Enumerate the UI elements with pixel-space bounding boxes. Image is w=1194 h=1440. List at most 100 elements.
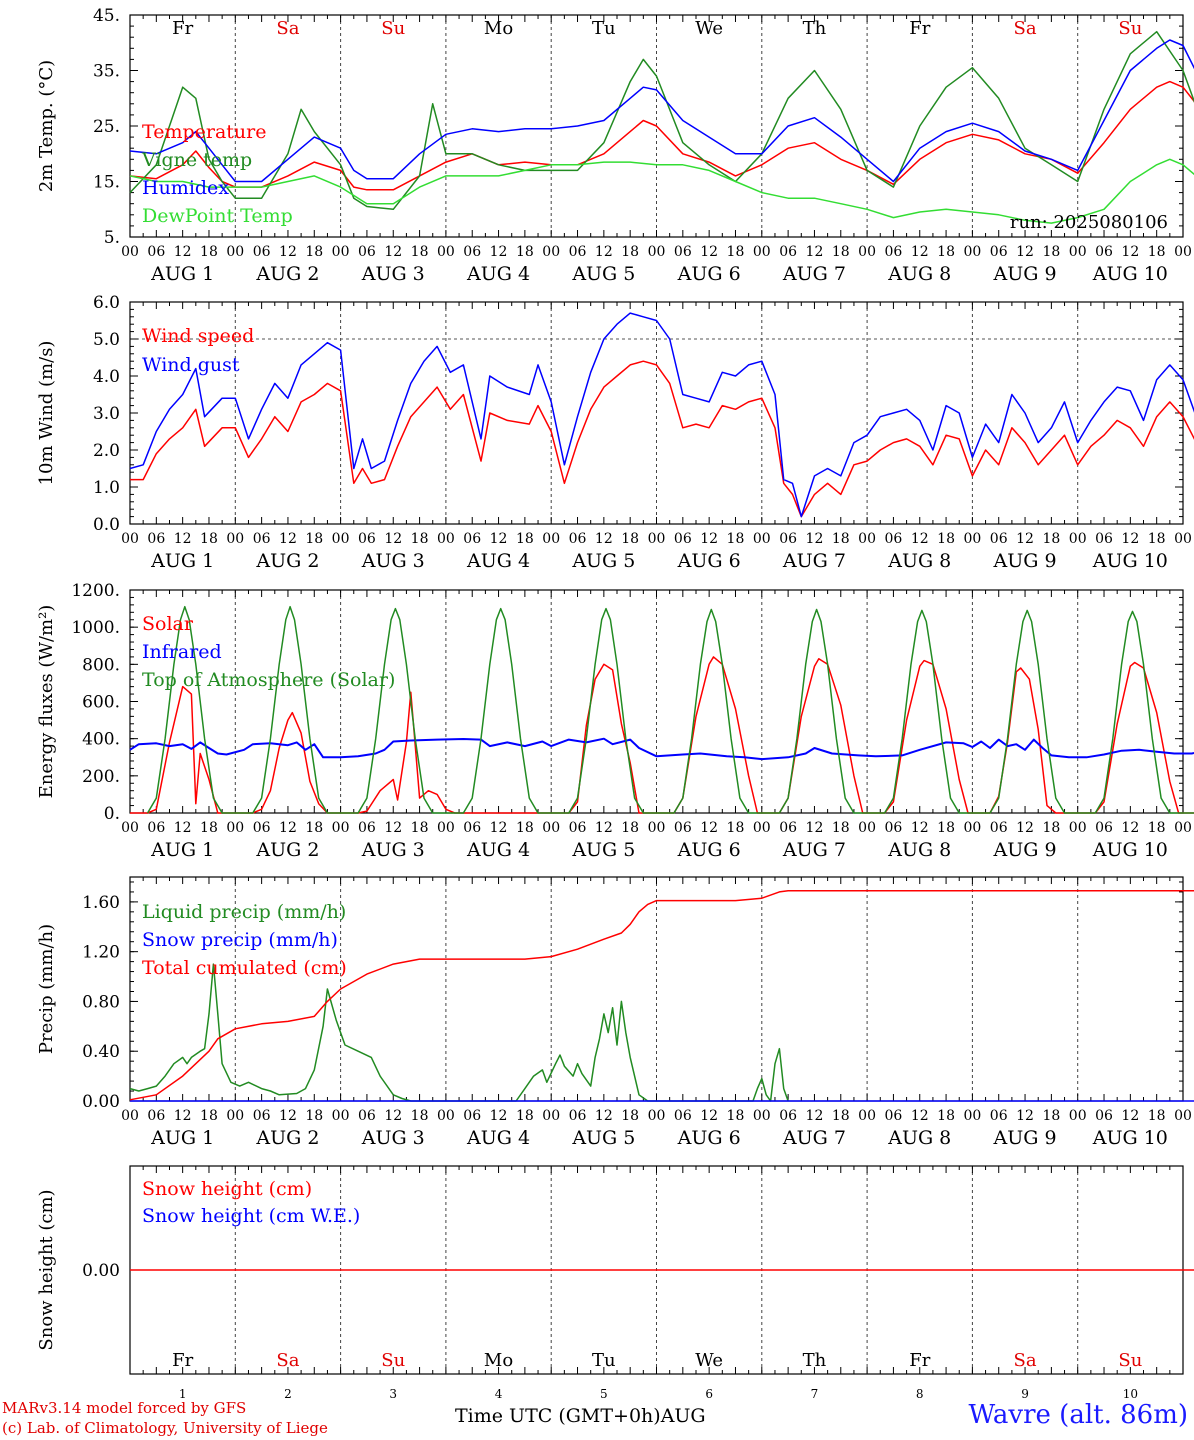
- hour-tick-label: 00: [753, 820, 771, 836]
- date-label: AUG 5: [571, 1127, 635, 1149]
- hour-tick-label: 12: [490, 1108, 508, 1124]
- hour-tick-label: 18: [516, 531, 534, 547]
- date-label: AUG 5: [571, 263, 635, 285]
- hour-tick-label: 06: [147, 1108, 165, 1124]
- hour-tick-label: 00: [963, 531, 981, 547]
- hour-tick-label: 12: [1016, 820, 1034, 836]
- x-axis-title: Time UTC (GMT+0h)AUG: [455, 1405, 706, 1427]
- y-tick-label: 3.0: [93, 404, 120, 424]
- day-number: 5: [600, 1387, 608, 1400]
- hour-tick-label: 06: [885, 531, 903, 547]
- date-label: AUG 8: [887, 839, 951, 861]
- hour-tick-label: 06: [569, 531, 587, 547]
- day-name: Th: [803, 18, 827, 39]
- series-line-solar: [130, 656, 1194, 814]
- hour-tick-label: 12: [700, 1108, 718, 1124]
- hour-tick-label: 06: [779, 244, 797, 260]
- date-label: AUG 6: [677, 550, 741, 572]
- hour-tick-label: 06: [1095, 531, 1113, 547]
- hour-tick-label: 06: [1095, 244, 1113, 260]
- date-label: AUG 10: [1092, 263, 1168, 285]
- legend-entry: Wind speed: [142, 325, 254, 347]
- hour-tick-label: 12: [806, 531, 824, 547]
- hour-tick-label: 00: [1069, 1108, 1087, 1124]
- hour-tick-label: 06: [147, 820, 165, 836]
- date-label: AUG 1: [150, 263, 214, 285]
- plot-frame-2: [129, 589, 1184, 814]
- date-label: AUG 2: [255, 550, 319, 572]
- hour-tick-label: 06: [358, 531, 376, 547]
- hour-tick-label: 06: [779, 820, 797, 836]
- date-label: AUG 1: [150, 1127, 214, 1149]
- hour-tick-label: 18: [411, 531, 429, 547]
- y-axis-label: 10m Wind (m/s): [36, 341, 57, 486]
- legend-entry: Vigne temp: [141, 149, 252, 171]
- hour-tick-label: 18: [411, 1108, 429, 1124]
- day-name: Tu: [592, 1350, 616, 1371]
- lab-credit: (c) Lab. of Climatology, University of L…: [2, 1419, 328, 1437]
- day-name: Fr: [172, 1350, 193, 1371]
- day-number: 7: [811, 1387, 819, 1400]
- day-name: We: [695, 1350, 723, 1371]
- series-line-infrared: [129, 737, 1194, 761]
- hour-tick-label: 00: [648, 820, 666, 836]
- x-axis-title-text: Time UTC (GMT+0h): [455, 1405, 661, 1427]
- x-axis-title-month: AUG: [660, 1405, 706, 1427]
- hour-tick-label: 00: [226, 820, 244, 836]
- hour-tick-label: 18: [832, 820, 850, 836]
- legend-entry: Top of Atmosphere (Solar): [142, 669, 395, 691]
- date-label: AUG 5: [571, 839, 635, 861]
- legend-entry: DewPoint Temp: [142, 205, 293, 227]
- hour-tick-label: 18: [832, 531, 850, 547]
- date-label: AUG 7: [782, 839, 846, 861]
- day-name: Sa: [1014, 1350, 1037, 1371]
- hour-tick-label: 12: [911, 820, 929, 836]
- hour-tick-label: 06: [1095, 820, 1113, 836]
- hour-tick-label: 00: [753, 531, 771, 547]
- hour-tick-label: 18: [305, 531, 323, 547]
- y-tick-label: 0.00: [82, 1261, 120, 1281]
- hour-tick-label: 12: [911, 531, 929, 547]
- station-name: Wavre (alt. 86m): [968, 1400, 1188, 1430]
- hour-tick-label: 06: [674, 820, 692, 836]
- y-tick-label: 400.: [82, 730, 120, 750]
- hour-tick-label: 12: [806, 820, 824, 836]
- y-tick-label: 600.: [82, 693, 120, 713]
- hour-tick-label: 18: [1042, 820, 1060, 836]
- hour-tick-label: 18: [937, 244, 955, 260]
- hour-tick-label: 00: [332, 531, 350, 547]
- hour-tick-label: 06: [463, 244, 481, 260]
- hour-tick-label: 18: [727, 1108, 745, 1124]
- hour-tick-label: 12: [174, 244, 192, 260]
- hour-tick-label: 12: [700, 244, 718, 260]
- hour-tick-label: 06: [147, 531, 165, 547]
- y-tick-label: 35.: [93, 62, 120, 82]
- hour-tick-label: 06: [990, 820, 1008, 836]
- hour-tick-label: 18: [516, 1108, 534, 1124]
- day-name: Su: [381, 1350, 405, 1371]
- date-label: AUG 9: [993, 1127, 1057, 1149]
- hour-tick-label: 00: [858, 820, 876, 836]
- legend-entry: Solar: [142, 613, 194, 635]
- hour-tick-label: 12: [490, 244, 508, 260]
- date-label: AUG 9: [993, 839, 1057, 861]
- date-label: AUG 4: [466, 550, 530, 572]
- hour-tick-label: 18: [516, 244, 534, 260]
- hour-tick-label: 18: [200, 531, 218, 547]
- y-tick-label: 0.00: [82, 1092, 120, 1112]
- hour-tick-label: 18: [621, 820, 639, 836]
- hour-tick-label: 00: [1069, 820, 1087, 836]
- date-label: AUG 7: [782, 550, 846, 572]
- date-label: AUG 7: [782, 1127, 846, 1149]
- day-name: Fr: [909, 18, 930, 39]
- hour-tick-label: 06: [463, 1108, 481, 1124]
- legend-entry: Total cumulated (cm): [142, 957, 347, 979]
- hour-tick-label: 18: [1148, 531, 1166, 547]
- hour-tick-label: 18: [411, 244, 429, 260]
- y-tick-label: 1000.: [71, 618, 120, 638]
- hour-tick-label: 18: [305, 820, 323, 836]
- hour-tick-label: 00: [1069, 244, 1087, 260]
- hour-tick-label: 00: [437, 1108, 455, 1124]
- date-label: AUG 2: [255, 1127, 319, 1149]
- hour-tick-label: 00: [648, 531, 666, 547]
